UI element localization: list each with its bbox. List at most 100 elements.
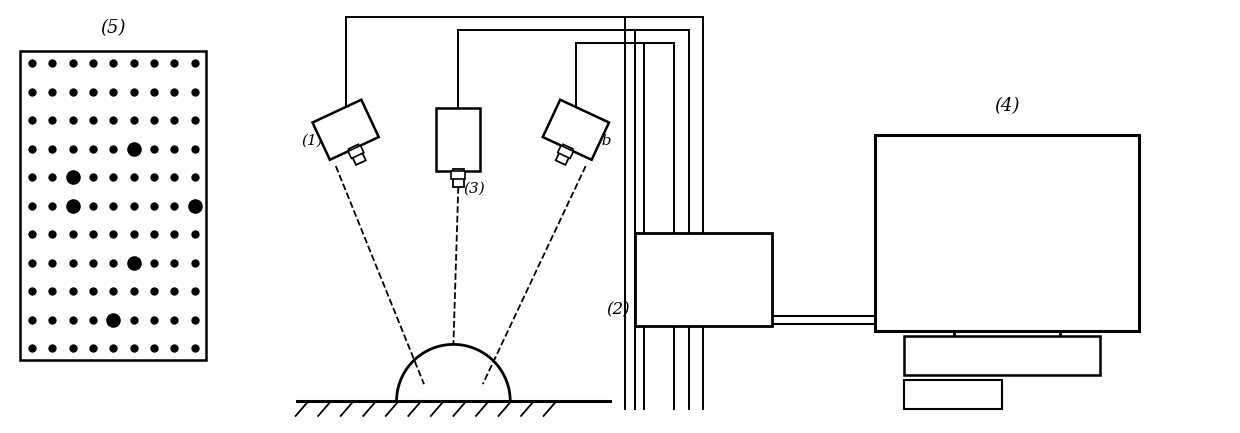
Point <box>185 174 205 181</box>
Point <box>185 345 205 352</box>
Point <box>103 231 123 238</box>
Point <box>22 88 42 95</box>
Point <box>185 88 205 95</box>
Point <box>63 174 83 181</box>
Point <box>83 202 103 209</box>
Bar <box>904 336 1100 375</box>
Point <box>83 345 103 352</box>
Point <box>165 231 185 238</box>
Point <box>103 259 123 266</box>
Point <box>103 60 123 67</box>
Point <box>22 288 42 295</box>
Point <box>42 88 62 95</box>
Point <box>124 231 144 238</box>
Point <box>124 88 144 95</box>
Bar <box>20 52 206 360</box>
Point <box>165 145 185 152</box>
Point <box>42 259 62 266</box>
Point <box>103 202 123 209</box>
Point <box>63 60 83 67</box>
Point <box>144 345 164 352</box>
Point <box>103 288 123 295</box>
Point <box>42 202 62 209</box>
Point <box>185 145 205 152</box>
Point <box>144 117 164 124</box>
Point <box>63 117 83 124</box>
Bar <box>348 144 366 165</box>
Point <box>124 117 144 124</box>
Point <box>124 345 144 352</box>
Point <box>185 259 205 266</box>
Text: (2): (2) <box>606 301 630 318</box>
Point <box>124 60 144 67</box>
Point <box>63 88 83 95</box>
Point <box>124 317 144 323</box>
Point <box>42 231 62 238</box>
Point <box>83 174 103 181</box>
Point <box>124 288 144 295</box>
Text: (1)a: (1)a <box>301 133 332 148</box>
Point <box>63 317 83 323</box>
Point <box>22 317 42 323</box>
Point <box>165 202 185 209</box>
Point <box>144 288 164 295</box>
Text: (4): (4) <box>994 97 1019 115</box>
Point <box>124 145 144 152</box>
Point <box>63 259 83 266</box>
Bar <box>635 233 771 326</box>
Bar <box>453 169 464 187</box>
Point <box>83 317 103 323</box>
Point <box>42 145 62 152</box>
Text: (1)b: (1)b <box>580 133 613 148</box>
Point <box>144 174 164 181</box>
Bar <box>556 144 573 165</box>
Point <box>103 117 123 124</box>
Point <box>83 259 103 266</box>
Point <box>63 288 83 295</box>
Point <box>22 145 42 152</box>
Point <box>124 202 144 209</box>
Point <box>185 202 205 209</box>
Point <box>144 202 164 209</box>
Point <box>185 317 205 323</box>
Point <box>83 145 103 152</box>
Point <box>165 345 185 352</box>
Point <box>42 117 62 124</box>
Point <box>83 60 103 67</box>
Point <box>103 88 123 95</box>
Point <box>83 117 103 124</box>
Point <box>124 174 144 181</box>
Point <box>103 145 123 152</box>
Point <box>165 317 185 323</box>
Point <box>185 288 205 295</box>
Point <box>185 231 205 238</box>
Point <box>22 174 42 181</box>
Point <box>22 117 42 124</box>
Point <box>83 288 103 295</box>
Point <box>103 317 123 323</box>
Point <box>42 288 62 295</box>
Point <box>103 174 123 181</box>
Bar <box>904 380 1002 409</box>
Text: (5): (5) <box>100 19 126 37</box>
Bar <box>558 145 573 158</box>
Bar <box>451 171 465 179</box>
Point <box>124 259 144 266</box>
Point <box>22 60 42 67</box>
Point <box>165 117 185 124</box>
Point <box>42 60 62 67</box>
Point <box>185 117 205 124</box>
Point <box>165 259 185 266</box>
Point <box>165 288 185 295</box>
Point <box>185 60 205 67</box>
Point <box>83 231 103 238</box>
Point <box>103 345 123 352</box>
Point <box>42 345 62 352</box>
Point <box>144 317 164 323</box>
Point <box>144 231 164 238</box>
Text: (3): (3) <box>464 182 485 196</box>
Point <box>63 231 83 238</box>
Point <box>83 88 103 95</box>
Point <box>22 202 42 209</box>
Point <box>63 202 83 209</box>
